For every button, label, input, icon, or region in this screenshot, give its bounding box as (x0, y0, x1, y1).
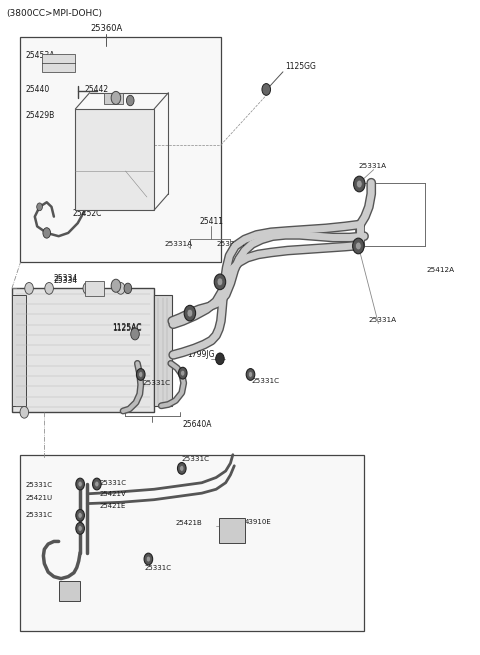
Bar (12, 288, 154, 412)
Circle shape (144, 553, 153, 565)
Text: 25412A: 25412A (426, 267, 454, 273)
Circle shape (216, 353, 224, 365)
Bar (12, 295, 26, 405)
Text: 25360A: 25360A (90, 24, 122, 33)
Text: 25331C: 25331C (144, 565, 171, 571)
Bar (85, 280, 104, 296)
Circle shape (93, 478, 101, 490)
Circle shape (246, 369, 255, 381)
Circle shape (36, 203, 42, 211)
Circle shape (139, 371, 143, 377)
Circle shape (124, 283, 132, 293)
Text: 25421U: 25421U (25, 495, 52, 501)
Circle shape (180, 466, 184, 472)
Text: 1799JG: 1799JG (188, 350, 215, 360)
Circle shape (248, 371, 252, 377)
Text: 1125AC: 1125AC (112, 324, 142, 333)
Circle shape (78, 525, 82, 531)
Circle shape (217, 278, 223, 286)
Text: 25334: 25334 (54, 276, 78, 285)
Text: 25421E: 25421E (99, 503, 126, 509)
Circle shape (187, 309, 193, 317)
Bar (42, 54, 75, 72)
Text: 25331C: 25331C (25, 482, 52, 489)
Circle shape (146, 556, 151, 562)
Circle shape (76, 510, 84, 521)
Text: 25440: 25440 (25, 85, 49, 94)
Circle shape (20, 406, 29, 418)
Text: 25411: 25411 (199, 217, 223, 227)
Circle shape (111, 279, 120, 292)
Circle shape (178, 462, 186, 474)
Text: 25331A: 25331A (216, 241, 244, 247)
Text: 43910E: 43910E (245, 519, 272, 525)
Bar (21, 37, 221, 262)
Circle shape (214, 274, 226, 290)
Bar (104, 93, 123, 104)
Circle shape (136, 369, 145, 381)
Circle shape (354, 176, 365, 192)
Text: 25331C: 25331C (142, 380, 170, 386)
Circle shape (83, 282, 92, 294)
Circle shape (180, 370, 185, 376)
Circle shape (43, 228, 50, 238)
Circle shape (126, 96, 134, 105)
Text: 25331A: 25331A (359, 162, 386, 169)
Circle shape (95, 481, 99, 487)
Bar (218, 518, 245, 543)
Text: 25421B: 25421B (176, 520, 203, 526)
Text: 25331A: 25331A (165, 241, 193, 247)
Bar (75, 109, 154, 210)
Text: 25331C: 25331C (252, 378, 280, 384)
Text: 25331C: 25331C (25, 512, 52, 518)
Text: 1125AC: 1125AC (112, 323, 142, 332)
Circle shape (353, 238, 364, 253)
Circle shape (184, 305, 196, 321)
Text: 25421V: 25421V (99, 491, 126, 497)
Text: (3800CC>MPI-DOHC): (3800CC>MPI-DOHC) (6, 9, 102, 18)
Circle shape (357, 180, 362, 188)
Circle shape (131, 328, 139, 340)
Text: 25331A: 25331A (369, 316, 397, 323)
Text: 25452C: 25452C (73, 209, 102, 218)
Bar (21, 455, 364, 631)
Circle shape (25, 282, 34, 294)
Text: 25640A: 25640A (183, 420, 212, 428)
Text: 25453A: 25453A (25, 51, 55, 60)
Circle shape (179, 367, 187, 379)
Circle shape (262, 84, 271, 96)
Text: 25334: 25334 (54, 274, 78, 283)
Text: 1125GG: 1125GG (285, 62, 316, 71)
Circle shape (76, 523, 84, 534)
Bar (154, 295, 172, 405)
Text: 25331C: 25331C (99, 479, 126, 486)
Circle shape (111, 92, 120, 104)
Text: 25429B: 25429B (25, 111, 55, 120)
Circle shape (76, 478, 84, 490)
Circle shape (356, 242, 361, 250)
Text: 25331C: 25331C (182, 457, 210, 462)
Circle shape (78, 512, 82, 518)
Text: 25442: 25442 (85, 85, 109, 94)
Bar (59, 580, 80, 601)
Circle shape (116, 282, 125, 294)
Circle shape (45, 282, 53, 294)
Circle shape (78, 481, 82, 487)
